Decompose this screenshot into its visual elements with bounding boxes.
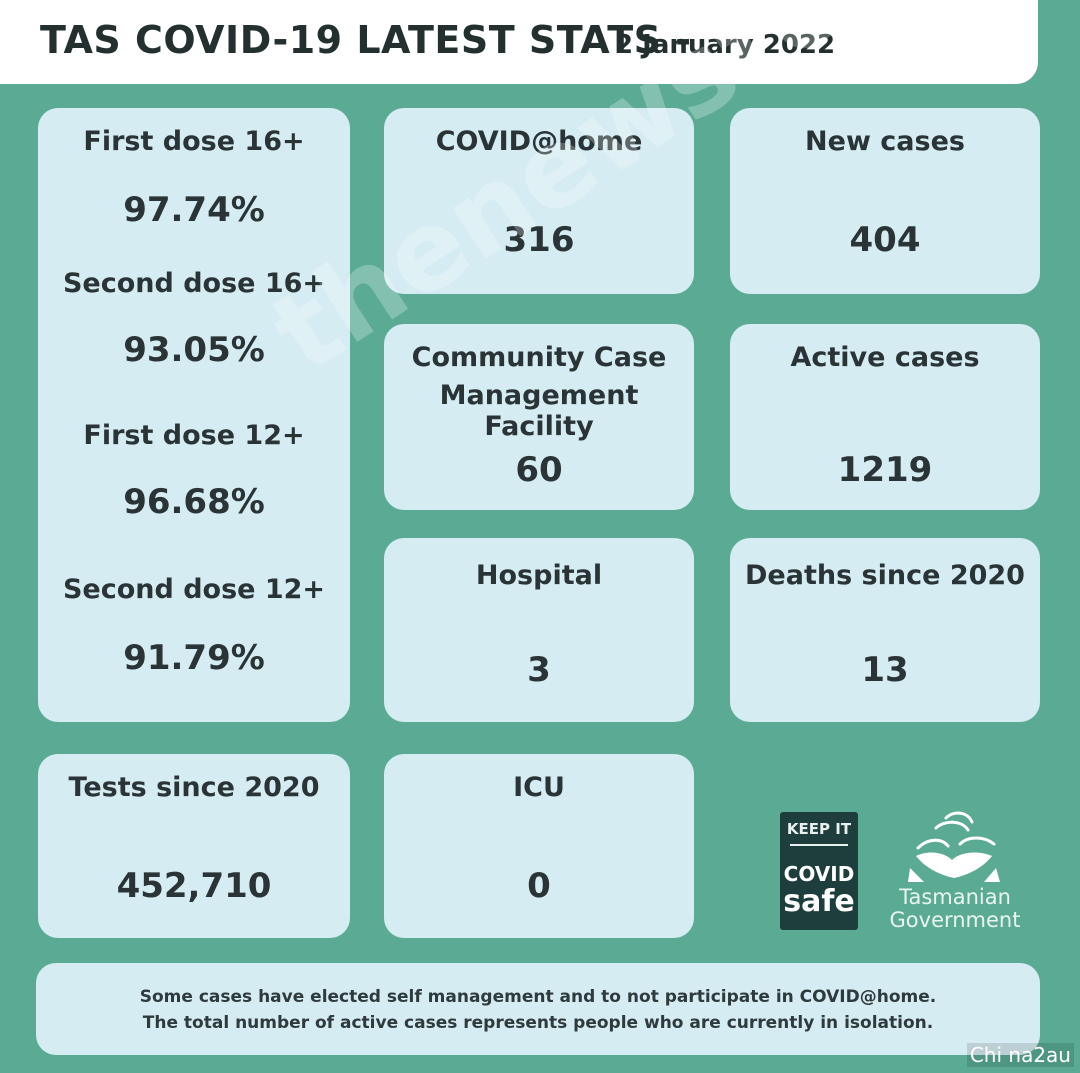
icu-card: ICU 0 bbox=[384, 754, 694, 938]
footer-line1: Some cases have elected self management … bbox=[139, 987, 937, 1007]
tas-gov-line2: Government bbox=[889, 908, 1021, 932]
corner-watermark: Chi na2au bbox=[966, 1043, 1074, 1067]
ccmf-card: Community Case Management Facility 60 bbox=[384, 324, 694, 510]
first-dose-12-value: 96.68% bbox=[123, 482, 265, 522]
hospital-card: Hospital 3 bbox=[384, 538, 694, 722]
new-cases-card: New cases 404 bbox=[730, 108, 1040, 294]
tests-card: Tests since 2020 452,710 bbox=[38, 754, 350, 938]
active-cases-value: 1219 bbox=[837, 450, 933, 490]
second-dose-12-value: 91.79% bbox=[123, 638, 265, 678]
tasmanian-devil-icon bbox=[908, 811, 1000, 882]
tasmanian-government-logo-text: Tasmanian Government bbox=[870, 886, 1040, 932]
second-dose-16-label: Second dose 16+ bbox=[62, 268, 326, 299]
first-dose-16-value: 97.74% bbox=[123, 190, 265, 230]
covid-home-card: COVID@home 316 bbox=[384, 108, 694, 294]
second-dose-12-label: Second dose 12+ bbox=[62, 574, 326, 605]
new-cases-value: 404 bbox=[849, 220, 921, 260]
ccmf-label-line2: Management Facility bbox=[439, 380, 639, 442]
covid-safe-logo: KEEP IT COVID safe bbox=[780, 812, 858, 930]
header-banner: TAS COVID-19 LATEST STATS - 2 January 20… bbox=[0, 0, 1038, 84]
deaths-label: Deaths since 2020 bbox=[745, 560, 1025, 591]
footer-line2: The total number of active cases represe… bbox=[142, 1013, 934, 1033]
hospital-label: Hospital bbox=[475, 560, 603, 591]
covid-safe-divider bbox=[790, 844, 848, 846]
first-dose-16-label: First dose 16+ bbox=[83, 126, 305, 157]
first-dose-12-label: First dose 12+ bbox=[83, 420, 305, 451]
deaths-value: 13 bbox=[861, 650, 909, 690]
active-cases-card: Active cases 1219 bbox=[730, 324, 1040, 510]
active-cases-label: Active cases bbox=[790, 342, 980, 373]
second-dose-16-value: 93.05% bbox=[123, 330, 265, 370]
covid-safe-keep-text: KEEP IT bbox=[786, 820, 852, 838]
hospital-value: 3 bbox=[527, 650, 551, 690]
tas-gov-line1: Tasmanian bbox=[899, 885, 1011, 909]
ccmf-label-line1: Community Case bbox=[411, 342, 667, 373]
icu-value: 0 bbox=[527, 866, 551, 906]
icu-label: ICU bbox=[513, 772, 565, 803]
covid-home-label: COVID@home bbox=[435, 126, 643, 157]
ccmf-value: 60 bbox=[515, 450, 563, 490]
new-cases-label: New cases bbox=[805, 126, 965, 157]
covid-safe-safe-text: safe bbox=[783, 884, 855, 919]
footer-note: Some cases have elected self management … bbox=[36, 963, 1040, 1055]
covid-safe-covid-text: COVID bbox=[783, 862, 855, 886]
page-title: TAS COVID-19 LATEST STATS - bbox=[40, 18, 692, 62]
tests-label: Tests since 2020 bbox=[68, 772, 320, 803]
deaths-card: Deaths since 2020 13 bbox=[730, 538, 1040, 722]
tests-value: 452,710 bbox=[116, 866, 272, 906]
report-date: 2 January 2022 bbox=[615, 30, 836, 60]
vaccination-card: First dose 16+ 97.74% Second dose 16+ 93… bbox=[38, 108, 350, 722]
covid-home-value: 316 bbox=[503, 220, 575, 260]
